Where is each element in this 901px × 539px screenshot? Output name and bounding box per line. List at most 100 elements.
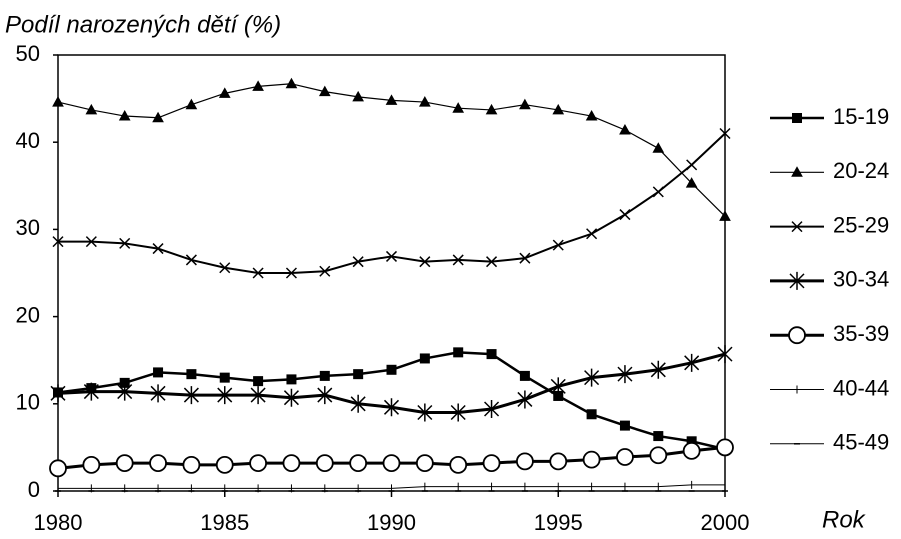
y-tick-label: 10 — [16, 390, 40, 415]
marker — [52, 236, 64, 248]
x-tick-label: 1985 — [200, 510, 249, 535]
marker — [383, 398, 400, 417]
x-tick-label: 2000 — [701, 510, 750, 535]
legend-label: 40-44 — [833, 375, 889, 400]
marker — [353, 369, 364, 380]
marker — [519, 252, 531, 264]
marker — [586, 409, 597, 420]
marker — [50, 384, 66, 403]
marker — [285, 77, 298, 89]
marker — [619, 420, 630, 431]
marker — [219, 262, 231, 274]
marker — [552, 239, 564, 251]
marker — [286, 374, 297, 385]
marker — [152, 243, 164, 255]
marker — [385, 94, 398, 105]
marker — [82, 455, 101, 474]
marker — [249, 454, 268, 472]
x-axis-label: Rok — [822, 506, 867, 533]
marker — [382, 454, 401, 472]
y-tick-label: 50 — [16, 41, 40, 66]
marker — [285, 267, 297, 279]
marker — [252, 267, 264, 279]
marker — [450, 403, 466, 422]
marker — [49, 459, 67, 478]
marker — [582, 450, 601, 469]
x-tick-label: 1990 — [367, 510, 416, 535]
marker — [452, 102, 465, 113]
marker — [386, 364, 397, 375]
marker — [118, 110, 131, 121]
marker — [719, 210, 731, 221]
marker — [349, 454, 368, 472]
marker — [253, 376, 264, 387]
legend-marker — [792, 113, 802, 123]
marker — [153, 367, 164, 378]
marker — [350, 394, 366, 413]
marker — [419, 96, 431, 107]
marker — [517, 390, 533, 409]
legend-marker — [791, 221, 803, 233]
marker — [652, 142, 665, 153]
marker — [584, 368, 600, 387]
legend-marker — [788, 326, 806, 345]
marker — [185, 98, 198, 110]
marker — [183, 386, 199, 405]
marker — [186, 369, 197, 380]
marker — [717, 345, 733, 364]
marker — [550, 377, 566, 396]
marker — [516, 452, 534, 471]
marker — [252, 80, 264, 91]
marker — [217, 386, 233, 405]
marker — [149, 454, 167, 472]
x-tick-label: 1995 — [534, 510, 583, 535]
series-line — [58, 132, 726, 274]
marker — [685, 177, 698, 188]
marker — [385, 250, 398, 262]
marker — [152, 111, 164, 123]
marker — [719, 127, 731, 140]
marker — [85, 236, 97, 248]
marker — [686, 159, 698, 171]
marker — [352, 256, 364, 268]
marker — [52, 96, 64, 107]
marker — [552, 103, 565, 115]
legend-label: 35-39 — [833, 321, 889, 346]
marker — [619, 123, 631, 135]
marker — [83, 382, 99, 401]
marker — [482, 454, 501, 472]
marker — [684, 353, 700, 372]
legend-label: 20-24 — [833, 158, 889, 183]
marker — [352, 90, 364, 102]
marker — [453, 347, 464, 358]
legend-label: 30-34 — [833, 267, 889, 292]
y-tick-label: 20 — [16, 302, 40, 327]
chart-title: Podíl narozených dětí (%) — [5, 11, 281, 38]
marker — [315, 454, 334, 472]
legend-label: 25-29 — [833, 212, 889, 237]
marker — [319, 265, 331, 277]
marker — [85, 103, 98, 115]
marker — [586, 228, 598, 240]
y-tick-label: 40 — [16, 128, 40, 153]
marker — [218, 87, 231, 98]
marker — [616, 448, 634, 466]
marker — [119, 237, 131, 249]
marker — [649, 446, 668, 465]
marker — [484, 400, 500, 419]
marker — [519, 370, 530, 381]
marker — [283, 388, 299, 407]
marker — [619, 209, 631, 221]
marker — [215, 455, 234, 474]
marker — [652, 186, 664, 198]
marker — [219, 372, 230, 383]
legend-label: 15-19 — [833, 104, 889, 129]
x-tick-label: 1980 — [34, 510, 83, 535]
marker — [282, 454, 301, 472]
marker — [319, 370, 330, 381]
marker — [417, 403, 433, 422]
marker — [117, 382, 133, 401]
marker — [549, 452, 568, 471]
marker — [250, 386, 266, 405]
